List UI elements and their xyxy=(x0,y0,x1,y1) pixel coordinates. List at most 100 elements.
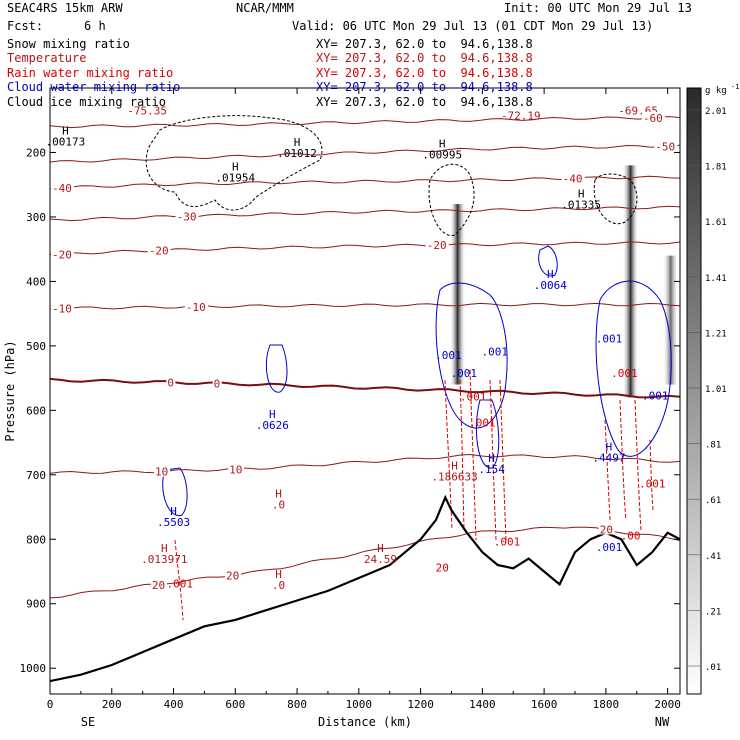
temperature-label--10: -10 xyxy=(186,301,206,314)
temperature-label-bg xyxy=(598,523,615,535)
y-tick-label-200: 200 xyxy=(26,146,46,159)
temperature-label-bg xyxy=(51,302,74,314)
colorbar-label-0: .01 xyxy=(705,663,721,673)
temperature-label-0: 0 xyxy=(214,377,221,390)
model-title: SEAC4RS 15km ARW xyxy=(7,1,123,15)
temperature-label-10: 10 xyxy=(229,463,242,476)
max-value-1: .01954 xyxy=(215,172,255,185)
colorbar-label-9: 1.81 xyxy=(705,163,727,173)
temperature-label-bg xyxy=(51,181,74,193)
x-tick-label-800: 800 xyxy=(287,698,307,711)
y-tick-label-500: 500 xyxy=(26,340,46,353)
temperature-label-20: 20 xyxy=(226,570,239,583)
x-end-label-left: SE xyxy=(81,715,95,729)
field-name-snow: Snow mixing ratio xyxy=(7,37,130,51)
y-tick-label-600: 600 xyxy=(26,404,46,417)
rain-water-line-7 xyxy=(619,399,627,521)
contour-label-13: .00 xyxy=(621,529,641,542)
temperature-label-bg xyxy=(561,172,585,184)
field-name-rain: Rain water mixing ratio xyxy=(7,66,174,80)
temperature-contour-0 xyxy=(50,377,680,399)
temperature-contour--10 xyxy=(50,302,680,311)
contour-label-2: .001 xyxy=(469,416,496,429)
y-tick-label-800: 800 xyxy=(26,533,46,546)
y-tick-label-1000: 1000 xyxy=(20,662,47,675)
max-value-13: .154 xyxy=(478,463,505,476)
max-value-8: .013971 xyxy=(141,553,187,566)
x-tick-label-400: 400 xyxy=(164,698,184,711)
contour-label-3: .001 xyxy=(460,391,487,404)
temperature-label--30: -30 xyxy=(177,210,197,223)
temperature-label-0: 0 xyxy=(167,376,174,389)
colorbar-scale xyxy=(686,87,702,695)
center-name: NCAR/MMM xyxy=(236,1,294,15)
x-tick-label-2000: 2000 xyxy=(654,698,681,711)
colorbar-label-1: .21 xyxy=(705,607,721,617)
max-marker-3: H xyxy=(439,137,446,150)
plot-frame xyxy=(49,87,681,695)
x-tick-label-0: 0 xyxy=(47,698,54,711)
field-xy-temperature: XY= 207.3, 62.0 to 94.6,138.8 xyxy=(316,51,533,65)
init-time: Init: 00 UTC Mon 29 Jul 13 xyxy=(504,1,692,15)
temperature-label-bg xyxy=(154,465,170,477)
max-marker-5: H xyxy=(547,268,554,281)
colorbar-label-5: 1.01 xyxy=(705,385,727,395)
max-value-3: .00995 xyxy=(422,148,462,161)
temperature-label--75: -75.35 xyxy=(127,105,167,118)
rain-water-line-0 xyxy=(174,539,184,621)
max-marker-1: H xyxy=(232,161,239,174)
temperature-label-bg xyxy=(425,239,449,251)
contour-label-4: .001 xyxy=(481,346,508,359)
max-value-11: 24.59 xyxy=(364,553,397,566)
field-name-cloud-water: Cloud water mixing ratio xyxy=(7,80,181,94)
colorbar-label-8: 1.61 xyxy=(705,218,727,228)
temperature-label--60: -60 xyxy=(643,112,663,125)
x-tick-label-1000: 1000 xyxy=(346,698,373,711)
max-marker-14: H xyxy=(606,440,613,453)
max-marker-6: H xyxy=(269,408,276,421)
temperature-label-bg xyxy=(51,248,74,260)
rain-water-line-5 xyxy=(499,379,507,541)
x-tick-label-1200: 1200 xyxy=(407,698,434,711)
contour-label-5: .001 xyxy=(494,536,521,549)
contour-label-12: 20 xyxy=(436,562,449,575)
max-marker-0: H xyxy=(62,124,69,137)
x-tick-label-600: 600 xyxy=(225,698,245,711)
valid-time: Valid: 06 UTC Mon 29 Jul 13 (01 CDT Mon … xyxy=(292,19,654,33)
rain-water-line-3 xyxy=(469,369,477,541)
colorbar-label-7: 1.41 xyxy=(705,274,727,284)
field-xy-snow: XY= 207.3, 62.0 to 94.6,138.8 xyxy=(316,37,533,51)
temperature-label-bg xyxy=(225,569,242,581)
max-marker-9: H xyxy=(275,487,282,500)
cloud-water-outline-5 xyxy=(538,245,558,277)
shaded-column-0 xyxy=(449,204,466,385)
temperature-contour--20 xyxy=(50,241,680,256)
contour-label-9: .001 xyxy=(639,478,666,491)
temperature-label--10: -10 xyxy=(52,302,72,315)
temperature-label--20: -20 xyxy=(149,245,169,258)
temperature-label-10: 10 xyxy=(155,466,168,479)
cloud-ice-outline xyxy=(145,115,323,211)
rain-water-line-8 xyxy=(634,399,642,531)
x-tick-label-200: 200 xyxy=(102,698,122,711)
temperature-label-bg xyxy=(150,578,167,590)
contour-label-10: .001 xyxy=(596,541,623,554)
temperature-contour--50 xyxy=(50,144,680,163)
temperature-label--72: -72.19 xyxy=(501,110,541,123)
temperature-label-bg xyxy=(184,300,208,312)
cloud-water-outline-3 xyxy=(475,399,500,469)
y-axis-title: Pressure (hPa) xyxy=(3,340,17,441)
y-tick-label-300: 300 xyxy=(26,211,46,224)
temperature-label--20: -20 xyxy=(52,248,72,261)
rain-water-line-1 xyxy=(444,379,453,531)
max-marker-4: H xyxy=(578,188,585,201)
field-xy-cloud-ice: XY= 207.3, 62.0 to 94.6,138.8 xyxy=(316,95,533,109)
forecast-label: Fcst: xyxy=(7,19,44,33)
max-marker-10: H xyxy=(275,568,282,581)
temperature-label--20: -20 xyxy=(427,239,447,252)
shaded-column-2 xyxy=(662,255,679,385)
max-value-0: .00173 xyxy=(46,135,86,148)
temperature-contour--60 xyxy=(50,116,680,129)
field-name-temperature: Temperature xyxy=(7,51,87,65)
field-name-cloud-ice: Cloud ice mixing ratio xyxy=(7,95,166,109)
